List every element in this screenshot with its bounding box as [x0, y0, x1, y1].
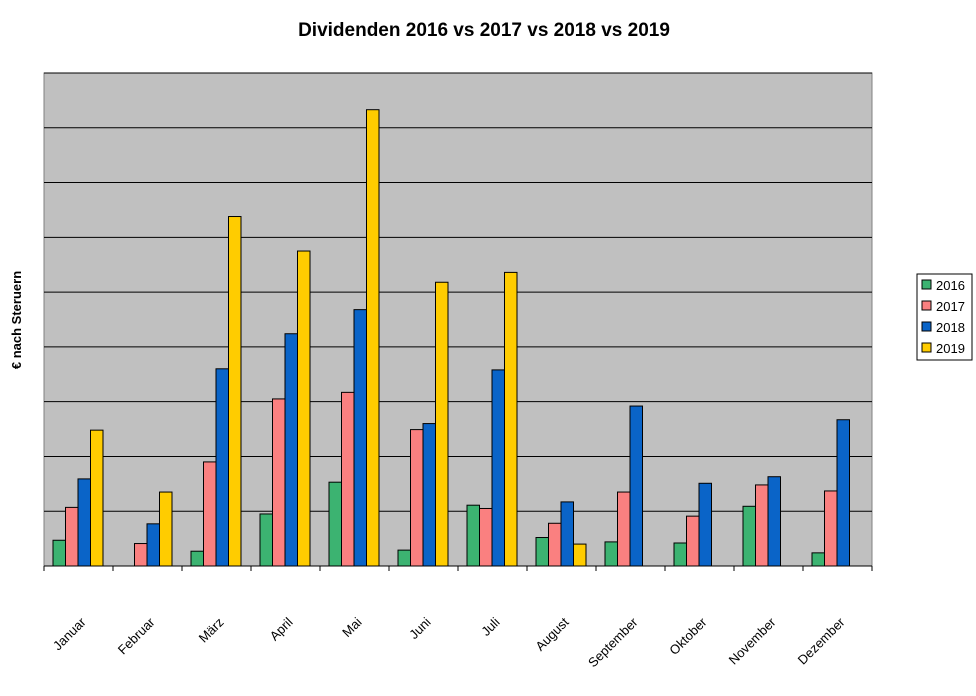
- bars: [52, 109, 850, 567]
- bar-2017-Mai: [341, 391, 355, 567]
- bar-2019-März: [228, 216, 242, 567]
- bar-2018-Februar: [146, 523, 160, 567]
- bar-2019-April: [297, 250, 311, 567]
- x-tick-label: Oktober: [666, 614, 710, 658]
- bar-2016-März: [190, 550, 204, 567]
- bar-2017-April: [272, 398, 286, 567]
- bar-2018-Dezember: [836, 419, 850, 567]
- bar-2017-März: [203, 461, 217, 567]
- bar-2019-August: [573, 543, 587, 567]
- bar-2018-März: [215, 368, 229, 567]
- bar-2018-November: [767, 476, 781, 567]
- x-tick-label: Juni: [406, 614, 434, 642]
- bar-2017-Juni: [410, 429, 424, 567]
- bar-2016-August: [535, 537, 549, 567]
- bar-2017-Juli: [479, 507, 493, 567]
- x-tick-label: September: [585, 614, 641, 670]
- bar-2019-Juli: [504, 271, 518, 567]
- bar-2016-Oktober: [673, 542, 687, 567]
- bar-2017-Februar: [134, 543, 148, 567]
- legend: 2016 2017 2018 2019: [916, 273, 973, 361]
- bar-2017-September: [617, 491, 631, 567]
- bar-2016-November: [742, 505, 756, 567]
- bar-2018-August: [560, 501, 574, 567]
- x-tick-label: Mai: [339, 614, 364, 639]
- legend-swatch-2018: [921, 321, 932, 332]
- bar-2016-Juni: [397, 549, 411, 567]
- bar-2018-September: [629, 405, 643, 567]
- legend-swatch-2019: [921, 342, 932, 353]
- x-tick-labels: Januar Februar März April Mai Juni Juli August S…: [50, 614, 848, 670]
- bar-2016-Dezember: [811, 552, 825, 567]
- x-tick-label: Januar: [50, 614, 89, 653]
- legend-label-2019: 2019: [936, 341, 965, 356]
- x-tick-label: August: [532, 614, 571, 653]
- x-tick-label: November: [726, 614, 779, 667]
- bar-2016-Januar: [52, 539, 66, 567]
- gridlines: [44, 72, 872, 512]
- bar-2017-Dezember: [824, 490, 838, 567]
- legend-swatch-2016: [921, 279, 932, 290]
- bar-2018-Juli: [491, 369, 505, 567]
- bar-2019-Februar: [159, 491, 173, 567]
- bar-2018-April: [284, 333, 298, 567]
- legend-label-2018: 2018: [936, 320, 965, 335]
- bar-2016-April: [259, 513, 273, 567]
- legend-label-2016: 2016: [936, 278, 965, 293]
- bar-2018-Juni: [422, 423, 436, 567]
- bar-2016-Juli: [466, 504, 480, 567]
- bar-2016-Mai: [328, 481, 342, 567]
- x-tick-label: April: [267, 614, 296, 643]
- bar-2017-Oktober: [686, 515, 700, 567]
- bar-2017-November: [755, 484, 769, 567]
- bar-2018-Januar: [77, 478, 91, 567]
- y-axis-label: € nach Steruern: [9, 271, 24, 369]
- chart-title: Dividenden 2016 vs 2017 vs 2018 vs 2019: [298, 20, 670, 41]
- bar-2018-Oktober: [698, 482, 712, 567]
- axes: [43, 565, 873, 571]
- bar-2017-Januar: [65, 506, 79, 567]
- bar-2017-August: [548, 522, 562, 567]
- bar-2019-Mai: [366, 109, 380, 567]
- x-tick-label: Februar: [115, 614, 158, 657]
- plot-area: [43, 72, 873, 567]
- bar-2018-Mai: [353, 309, 367, 567]
- bar-2016-September: [604, 541, 618, 567]
- bar-2019-Juni: [435, 281, 449, 567]
- legend-label-2017: 2017: [936, 299, 965, 314]
- x-tick-label: Juli: [478, 614, 502, 638]
- x-tick-label: Dezember: [795, 614, 848, 667]
- legend-swatch-2017: [921, 300, 932, 311]
- x-tick-label: März: [196, 615, 227, 646]
- bar-2019-Januar: [90, 429, 104, 567]
